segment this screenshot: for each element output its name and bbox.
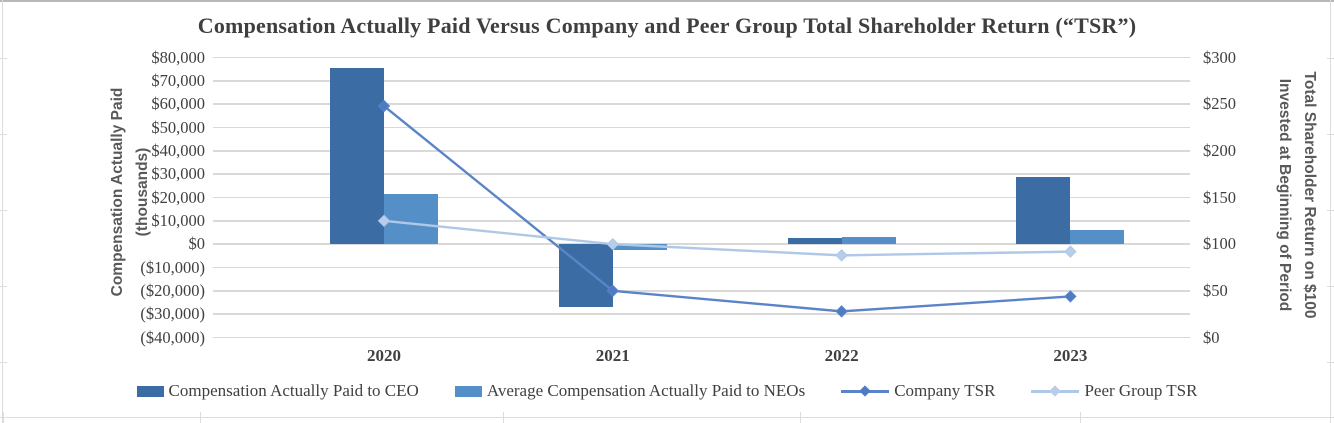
- left-axis-tick-label: ($20,000): [140, 280, 205, 300]
- right-axis-tick-label: $50: [1203, 280, 1228, 300]
- sheet-border-right: [1330, 0, 1331, 423]
- company-tsr-marker-2021: [606, 284, 620, 298]
- gridline: [213, 56, 1190, 59]
- sheet-row-stub: [0, 286, 7, 287]
- gridline: [213, 150, 1190, 152]
- sheet-column-stub: [1330, 412, 1331, 423]
- sheet-border-bottom: [0, 417, 1334, 418]
- company-tsr-line: [383, 105, 1071, 313]
- right-axis-tick-label: $100: [1203, 234, 1236, 254]
- sheet-row-stub: [1327, 210, 1334, 211]
- sheet-column-stub: [800, 412, 801, 423]
- legend-diamond-company-tsr: [859, 385, 871, 397]
- company-tsr-marker-2020: [377, 99, 391, 113]
- right-axis-tick-label: $200: [1203, 140, 1236, 160]
- left-axis-tick-label: $60,000: [151, 94, 205, 114]
- left-axis-tick-label: ($40,000): [140, 327, 205, 347]
- legend-line-marker-company-tsr: [841, 385, 890, 397]
- legend-item-company-tsr: Company TSR: [841, 381, 995, 401]
- company-tsr-marker-2023: [1064, 290, 1077, 303]
- x-axis-label-2023: 2023: [1053, 346, 1088, 365]
- legend-swatch-ceo: [136, 385, 164, 397]
- right-axis-tick-label: $150: [1203, 187, 1236, 207]
- sheet-row-stub: [1327, 362, 1334, 363]
- sheet-row-stub: [0, 210, 7, 211]
- legend: Compensation Actually Paid to CEO Average…: [0, 378, 1334, 404]
- neos-bar-2020: [384, 194, 438, 245]
- gridline: [213, 290, 1190, 292]
- legend-item-neos: Average Compensation Actually Paid to NE…: [454, 381, 806, 401]
- left-axis-tick-label: $0: [188, 234, 206, 254]
- sheet-column-stub: [1080, 412, 1081, 423]
- peer-group-tsr-marker-2021: [606, 237, 620, 251]
- peer-group-tsr-marker-2020: [377, 214, 391, 228]
- legend-label-peer-group-tsr: Peer Group TSR: [1084, 381, 1198, 400]
- legend-diamond-peer-group-tsr: [1049, 385, 1062, 397]
- right-axis-tick-label: $300: [1203, 47, 1236, 67]
- legend-label-company-tsr: Company TSR: [894, 381, 996, 400]
- left-axis-tick-label: $10,000: [151, 210, 205, 230]
- gridline: [213, 126, 1190, 129]
- gridline: [213, 220, 1190, 222]
- sheet-column-stub: [200, 412, 201, 423]
- left-axis-tick-label: ($30,000): [140, 304, 205, 324]
- legend-label-neos: Average Compensation Actually Paid to NE…: [486, 381, 806, 400]
- left-axis-tick-label: $40,000: [151, 140, 205, 160]
- peer-group-tsr-marker-2023: [1064, 245, 1077, 258]
- x-axis-label-2021: 2021: [595, 346, 630, 365]
- legend-item-ceo: Compensation Actually Paid to CEO: [136, 381, 419, 401]
- sheet-column-stub: [503, 412, 504, 423]
- legend-label-ceo: Compensation Actually Paid to CEO: [168, 381, 419, 400]
- gridline: [213, 313, 1190, 315]
- sheet-border-left: [2, 0, 3, 423]
- ceo-bar-2020: [330, 68, 384, 245]
- gridline: [213, 103, 1190, 105]
- gridline: [213, 266, 1190, 269]
- left-axis-tick-label: $80,000: [151, 47, 205, 67]
- gridline: [213, 336, 1190, 339]
- neos-bar-2021: [612, 244, 667, 250]
- left-axis-tick-label: $70,000: [151, 70, 205, 90]
- x-axis-label-2020: 2020: [367, 346, 401, 365]
- left-axis-tick-label: $50,000: [151, 117, 205, 137]
- sheet-row-stub: [1327, 134, 1334, 135]
- gridline: [213, 243, 1190, 245]
- sheet-row-stub: [0, 362, 7, 363]
- neos-bar-2023: [1070, 230, 1125, 245]
- company-tsr-marker-2022: [835, 305, 848, 318]
- right-axis-tick-label: $0: [1203, 327, 1220, 347]
- peer-group-tsr-marker-2022: [835, 249, 848, 262]
- sheet-border-top: [0, 0, 1334, 2]
- gridline: [213, 80, 1190, 82]
- gridline: [213, 173, 1190, 175]
- legend-line-marker-peer-group-tsr: [1031, 385, 1080, 397]
- right-axis-tick-label: $250: [1203, 94, 1236, 114]
- left-axis-tick-label: $30,000: [151, 164, 205, 184]
- left-axis-tick-label: ($10,000): [140, 257, 205, 277]
- gridline: [213, 196, 1190, 199]
- neos-bar-2022: [841, 237, 896, 245]
- peer-group-tsr-line: [383, 219, 1071, 257]
- chart-title: Compensation Actually Paid Versus Compan…: [197, 13, 1137, 38]
- sheet-row-stub: [0, 134, 7, 135]
- sheet-row-stub: [1327, 58, 1334, 59]
- left-axis-tick-label: $20,000: [151, 187, 205, 207]
- x-axis-label-2022: 2022: [824, 346, 859, 365]
- sheet-column-stub: [3, 412, 4, 423]
- sheet-row-stub: [0, 58, 7, 59]
- ceo-bar-2022: [787, 238, 842, 245]
- legend-item-peer-group-tsr: Peer Group TSR: [1031, 381, 1197, 401]
- sheet-row-stub: [1327, 286, 1334, 287]
- legend-swatch-neos: [454, 385, 482, 397]
- ceo-bar-2023: [1016, 176, 1071, 245]
